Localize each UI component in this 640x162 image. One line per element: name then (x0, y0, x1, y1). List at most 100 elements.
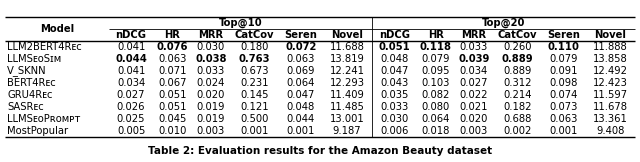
Text: 0.018: 0.018 (421, 126, 450, 136)
Text: 12.293: 12.293 (330, 78, 365, 88)
Text: nDCG: nDCG (379, 30, 410, 40)
Text: 0.020: 0.020 (196, 90, 225, 100)
Text: 0.027: 0.027 (460, 78, 488, 88)
Text: 0.063: 0.063 (158, 54, 187, 64)
Text: 0.025: 0.025 (117, 114, 145, 124)
Text: 0.121: 0.121 (241, 102, 269, 112)
Text: 0.044: 0.044 (115, 54, 147, 64)
Text: Seren: Seren (284, 30, 317, 40)
Text: 12.241: 12.241 (330, 66, 365, 76)
Text: 0.001: 0.001 (550, 126, 578, 136)
Text: 0.214: 0.214 (504, 90, 532, 100)
Text: 0.889: 0.889 (502, 54, 534, 64)
Text: nDCG: nDCG (116, 30, 147, 40)
Text: 0.019: 0.019 (196, 114, 225, 124)
Text: 0.071: 0.071 (158, 66, 187, 76)
Text: 12.492: 12.492 (593, 66, 628, 76)
Text: HR: HR (164, 30, 180, 40)
Text: 0.038: 0.038 (195, 54, 227, 64)
Text: 0.074: 0.074 (550, 90, 578, 100)
Text: 0.033: 0.033 (380, 102, 408, 112)
Text: 0.035: 0.035 (380, 90, 408, 100)
Text: 0.260: 0.260 (504, 42, 532, 52)
Text: 0.030: 0.030 (380, 114, 408, 124)
Text: MostPopular: MostPopular (7, 126, 68, 136)
Text: LLMSᴇᴏPʀᴏᴍᴘᴛ: LLMSᴇᴏPʀᴏᴍᴘᴛ (7, 114, 81, 124)
Text: Seren: Seren (547, 30, 580, 40)
Text: 0.002: 0.002 (504, 126, 532, 136)
Text: 11.409: 11.409 (330, 90, 365, 100)
Text: Novel: Novel (594, 30, 626, 40)
Text: SASRᴇᴄ: SASRᴇᴄ (7, 102, 44, 112)
Text: 11.688: 11.688 (330, 42, 365, 52)
Text: MRR: MRR (461, 30, 486, 40)
Text: 0.091: 0.091 (550, 66, 578, 76)
Text: 0.079: 0.079 (550, 54, 578, 64)
Text: 0.047: 0.047 (380, 66, 408, 76)
Text: 0.763: 0.763 (239, 54, 270, 64)
Text: 0.110: 0.110 (548, 42, 580, 52)
Text: 0.047: 0.047 (287, 90, 315, 100)
Text: 0.048: 0.048 (287, 102, 315, 112)
Text: 0.001: 0.001 (241, 126, 269, 136)
Text: Top@20: Top@20 (482, 18, 525, 28)
Text: 0.022: 0.022 (460, 90, 488, 100)
Text: 0.500: 0.500 (241, 114, 269, 124)
Text: V_SKNN: V_SKNN (7, 65, 47, 76)
Text: MRR: MRR (198, 30, 223, 40)
Text: 12.423: 12.423 (593, 78, 628, 88)
Text: 13.361: 13.361 (593, 114, 628, 124)
Text: 0.182: 0.182 (504, 102, 532, 112)
Text: 0.041: 0.041 (117, 66, 145, 76)
Text: 0.080: 0.080 (422, 102, 450, 112)
Text: 0.034: 0.034 (117, 78, 145, 88)
Text: 0.067: 0.067 (158, 78, 187, 88)
Text: 13.819: 13.819 (330, 54, 365, 64)
Text: 0.145: 0.145 (241, 90, 269, 100)
Text: 0.001: 0.001 (287, 126, 315, 136)
Text: BERT4Rᴇᴄ: BERT4Rᴇᴄ (7, 78, 56, 88)
Text: HR: HR (428, 30, 444, 40)
Text: 0.026: 0.026 (117, 102, 145, 112)
Text: 0.095: 0.095 (421, 66, 450, 76)
Text: Model: Model (40, 24, 74, 34)
Text: 0.051: 0.051 (378, 42, 410, 52)
Text: 0.231: 0.231 (241, 78, 269, 88)
Text: 0.003: 0.003 (460, 126, 488, 136)
Text: LLM2BERT4Rᴇᴄ: LLM2BERT4Rᴇᴄ (7, 42, 82, 52)
Text: 0.033: 0.033 (460, 42, 488, 52)
Text: 11.888: 11.888 (593, 42, 628, 52)
Text: Table 2: Evaluation results for the Amazon Beauty dataset: Table 2: Evaluation results for the Amaz… (148, 146, 492, 156)
Text: 0.180: 0.180 (241, 42, 269, 52)
Text: 11.485: 11.485 (330, 102, 365, 112)
Text: 0.044: 0.044 (287, 114, 315, 124)
Text: 0.003: 0.003 (196, 126, 225, 136)
Text: 0.010: 0.010 (158, 126, 187, 136)
Text: 0.019: 0.019 (196, 102, 225, 112)
Text: 13.001: 13.001 (330, 114, 364, 124)
Text: 0.069: 0.069 (287, 66, 315, 76)
Text: 0.063: 0.063 (550, 114, 578, 124)
Text: 0.039: 0.039 (458, 54, 490, 64)
Text: 0.082: 0.082 (421, 90, 450, 100)
Text: 0.027: 0.027 (117, 90, 145, 100)
Text: 0.079: 0.079 (421, 54, 450, 64)
Text: 0.312: 0.312 (504, 78, 532, 88)
Text: 0.051: 0.051 (158, 102, 187, 112)
Text: 0.688: 0.688 (504, 114, 532, 124)
Text: 0.118: 0.118 (420, 42, 452, 52)
Text: 0.034: 0.034 (460, 66, 488, 76)
Text: 0.033: 0.033 (196, 66, 225, 76)
Text: Top@10: Top@10 (218, 18, 262, 28)
Text: 9.408: 9.408 (596, 126, 625, 136)
Text: 0.005: 0.005 (117, 126, 145, 136)
Text: 0.048: 0.048 (380, 54, 408, 64)
Text: 13.858: 13.858 (593, 54, 628, 64)
Text: 0.064: 0.064 (421, 114, 450, 124)
Text: CatCov: CatCov (235, 30, 275, 40)
Text: CatCov: CatCov (498, 30, 538, 40)
Text: 0.051: 0.051 (158, 90, 187, 100)
Text: Novel: Novel (331, 30, 363, 40)
Text: 0.064: 0.064 (287, 78, 315, 88)
Text: 0.063: 0.063 (287, 54, 315, 64)
